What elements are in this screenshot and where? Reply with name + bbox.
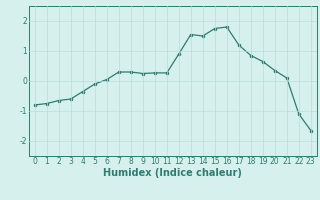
X-axis label: Humidex (Indice chaleur): Humidex (Indice chaleur) [103, 168, 242, 178]
